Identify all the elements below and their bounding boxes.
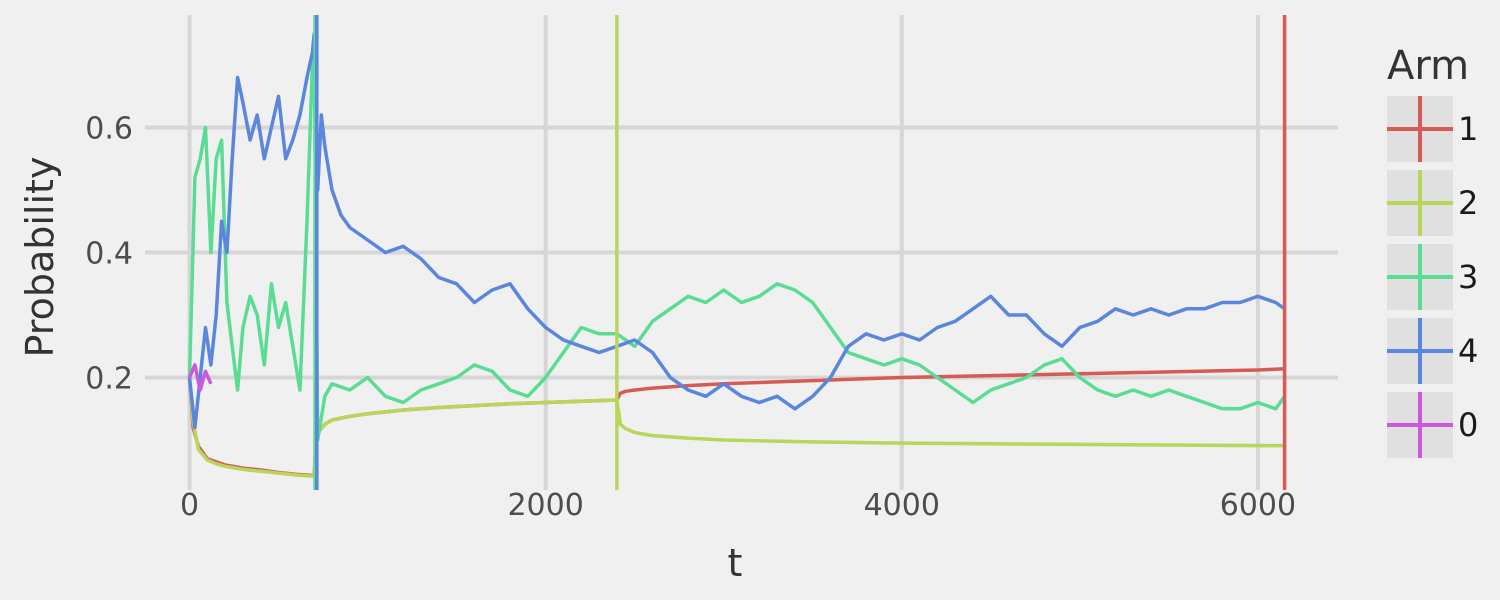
series-line-arm-4: [187, 32, 1286, 430]
legend-label: 1: [1458, 110, 1478, 148]
x-axis-title: t: [728, 541, 743, 585]
x-axis-ticks: 0 2000 4000 6000: [180, 488, 1296, 523]
series-line-arm-0: [187, 363, 213, 392]
y-axis-title: Probability: [18, 157, 62, 358]
legend-label: 0: [1458, 406, 1478, 444]
legend: Arm 1 2 3 4 0: [1387, 43, 1478, 458]
series-line-arm-3: [187, 38, 1287, 442]
x-tick-label: 4000: [864, 488, 940, 523]
x-tick-label: 2000: [507, 488, 583, 523]
vertical-lines-layer: [313, 15, 1287, 490]
legend-item-arm-3: 3: [1387, 244, 1478, 310]
legend-item-arm-0: 0: [1387, 392, 1478, 458]
y-tick-label: 0.4: [85, 237, 133, 272]
series-line-arm-2: [187, 377, 1285, 479]
x-tick-label: 6000: [1220, 488, 1296, 523]
grid: [145, 15, 1338, 490]
legend-item-arm-1: 1: [1387, 96, 1478, 162]
legend-item-arm-2: 2: [1387, 170, 1478, 236]
legend-label: 2: [1458, 184, 1478, 222]
series-line-arm-1: [187, 367, 1285, 478]
x-tick-label: 0: [180, 488, 199, 523]
y-tick-label: 0.2: [85, 362, 133, 397]
legend-item-arm-4: 4: [1387, 318, 1478, 384]
legend-label: 3: [1458, 258, 1478, 296]
series-layer: [187, 32, 1287, 479]
legend-label: 4: [1458, 332, 1478, 370]
y-axis-ticks: 0.2 0.4 0.6: [85, 112, 133, 397]
legend-title: Arm: [1387, 43, 1469, 89]
y-tick-label: 0.6: [85, 112, 133, 147]
